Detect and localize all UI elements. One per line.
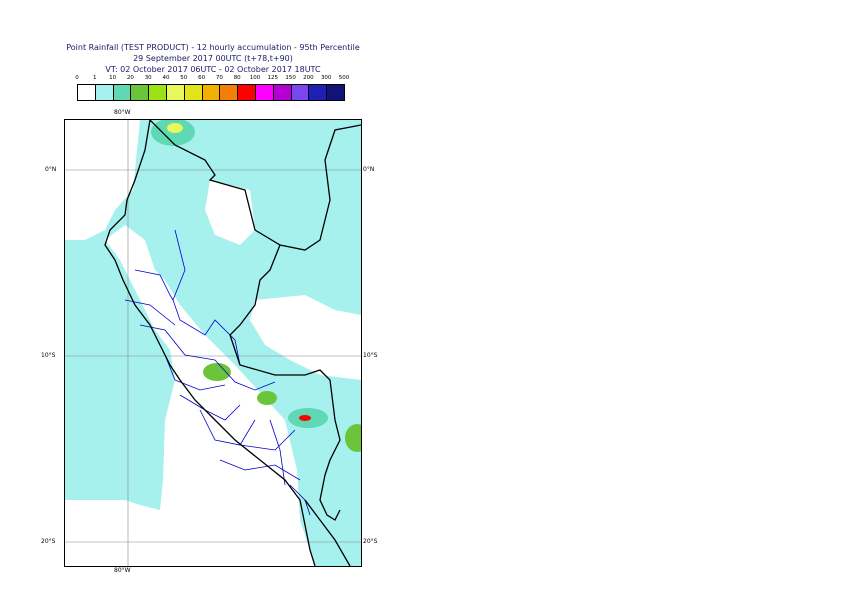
lat-label-left-10s: 10°S xyxy=(41,352,56,359)
clear-patch-north xyxy=(65,120,140,240)
title-line-3: VT: 02 October 2017 06UTC - 02 October 2… xyxy=(105,65,321,74)
legend-swatch-8 xyxy=(220,85,239,100)
lat-label-left-0n: 0°N xyxy=(45,166,57,173)
clear-patch-amazon-north xyxy=(205,180,255,245)
rain-blob-south-1 xyxy=(257,391,277,405)
legend-swatch-0 xyxy=(78,85,96,100)
legend-threshold-100: 100 xyxy=(249,75,261,81)
legend-threshold-30: 30 xyxy=(144,75,152,81)
legend-swatch-14 xyxy=(327,85,344,100)
legend-threshold-300: 300 xyxy=(320,75,332,81)
rain-field-light xyxy=(65,120,361,566)
legend-swatch-5 xyxy=(166,85,185,100)
legend-threshold-40: 40 xyxy=(162,75,170,81)
legend-threshold-0: 0 xyxy=(75,75,79,81)
lat-label-right-0n: 0°N xyxy=(363,166,375,173)
legend-threshold-1: 1 xyxy=(93,75,97,81)
legend-swatch-13 xyxy=(309,85,328,100)
legend-threshold-150: 150 xyxy=(285,75,296,81)
country-borders xyxy=(104,120,361,566)
rain-blob-south-core xyxy=(299,415,311,421)
legend-threshold-70: 70 xyxy=(215,75,223,81)
lon-label-bottom: 80°W xyxy=(114,567,131,574)
lat-label-right-10s: 10°S xyxy=(363,352,378,359)
legend-swatch-1 xyxy=(95,85,114,100)
rain-blob-north-core xyxy=(167,123,183,133)
title-line-1: Point Rainfall (TEST PRODUCT) - 12 hourl… xyxy=(66,43,360,52)
lat-lon-grid xyxy=(65,120,361,566)
legend-threshold-125: 125 xyxy=(267,75,279,81)
ecuador-colombia-border xyxy=(149,120,361,251)
legend-threshold-labels: 0 1 10 20 30 40 50 60 70 80 100 125 150 200 300 500 xyxy=(75,75,367,84)
rainfall-legend: 0 1 10 20 30 40 50 60 70 80 100 125 150 200 300 500 xyxy=(75,75,367,101)
rainfall-map xyxy=(65,120,361,566)
legend-swatch-11 xyxy=(273,85,292,100)
legend-swatch-2 xyxy=(113,85,132,100)
map-frame[interactable] xyxy=(64,119,362,567)
legend-swatch-9 xyxy=(238,85,256,100)
peru-brazil-border xyxy=(229,244,341,476)
legend-threshold-50: 50 xyxy=(180,75,188,81)
coastline xyxy=(104,120,316,566)
legend-threshold-60: 60 xyxy=(198,75,206,81)
legend-colour-bar xyxy=(77,84,345,101)
lon-label-top: 80°W xyxy=(114,109,131,116)
clear-patch-amazon-east xyxy=(250,295,361,380)
legend-swatch-7 xyxy=(202,85,221,100)
legend-swatch-12 xyxy=(291,85,310,100)
chile-border xyxy=(304,499,351,566)
rain-blob-east xyxy=(345,424,361,452)
legend-threshold-500: 500 xyxy=(338,75,350,81)
legend-swatch-10 xyxy=(255,85,274,100)
title-line-2: 29 September 2017 00UTC (t+78,t+90) xyxy=(133,54,293,63)
lat-label-right-20s: 20°S xyxy=(363,538,378,545)
legend-swatch-4 xyxy=(149,85,167,100)
legend-swatch-6 xyxy=(184,85,203,100)
rain-blob-north xyxy=(151,120,195,146)
rain-blob-central xyxy=(203,363,231,381)
legend-threshold-10: 10 xyxy=(109,75,117,81)
legend-threshold-20: 20 xyxy=(126,75,134,81)
lat-label-left-20s: 20°S xyxy=(41,538,56,545)
legend-threshold-200: 200 xyxy=(303,75,314,81)
peru-bolivia-border xyxy=(319,474,341,521)
legend-swatch-3 xyxy=(131,85,150,100)
legend-threshold-80: 80 xyxy=(233,75,241,81)
